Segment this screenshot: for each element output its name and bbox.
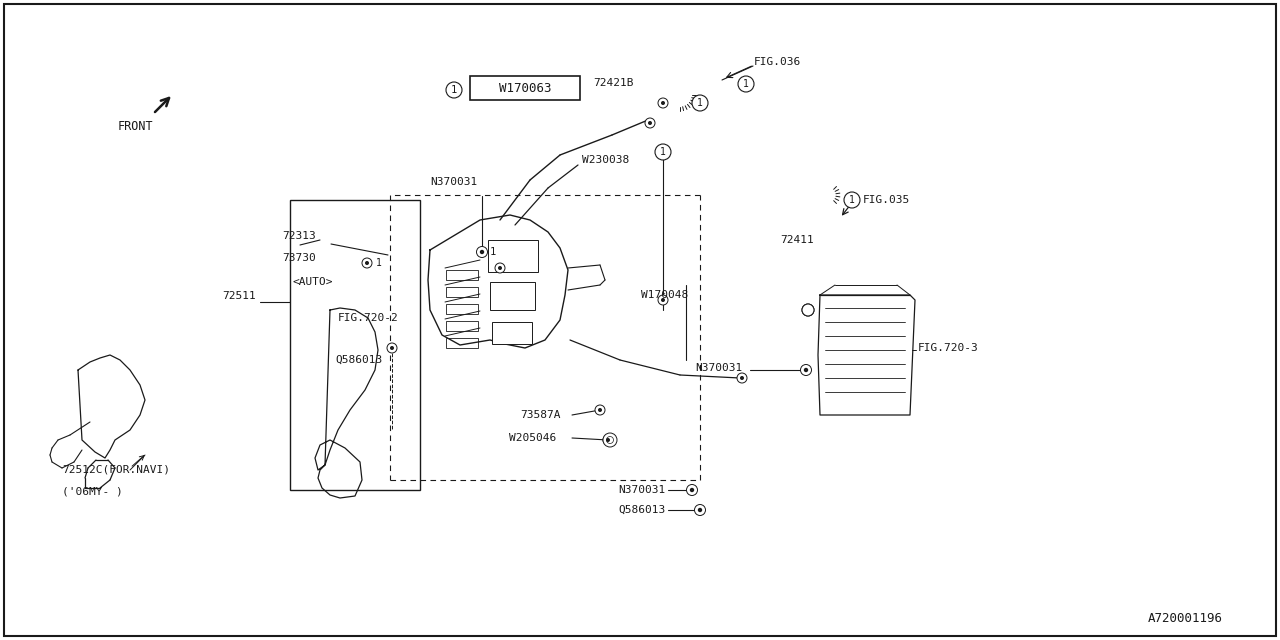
Circle shape bbox=[686, 484, 698, 495]
Circle shape bbox=[658, 98, 668, 108]
Circle shape bbox=[598, 408, 602, 412]
Circle shape bbox=[365, 261, 369, 265]
Circle shape bbox=[387, 343, 397, 353]
Bar bbox=[291, 200, 420, 490]
Circle shape bbox=[800, 365, 812, 376]
Bar bbox=[445, 270, 477, 280]
Text: 72511: 72511 bbox=[221, 291, 256, 301]
Text: <AUTO>: <AUTO> bbox=[292, 277, 333, 287]
Text: N370031: N370031 bbox=[618, 485, 666, 495]
Text: 72411: 72411 bbox=[780, 235, 814, 245]
Circle shape bbox=[740, 376, 744, 380]
Circle shape bbox=[603, 435, 613, 445]
Circle shape bbox=[648, 121, 652, 125]
Bar bbox=[492, 322, 532, 344]
Text: FIG.036: FIG.036 bbox=[754, 57, 801, 67]
Circle shape bbox=[390, 346, 394, 350]
Text: W230038: W230038 bbox=[582, 155, 630, 165]
Text: 1: 1 bbox=[490, 247, 497, 257]
Circle shape bbox=[690, 488, 694, 492]
Circle shape bbox=[698, 508, 703, 512]
Circle shape bbox=[692, 95, 708, 111]
Circle shape bbox=[655, 144, 671, 160]
Circle shape bbox=[805, 308, 810, 312]
Bar bbox=[445, 338, 477, 348]
Circle shape bbox=[495, 263, 506, 273]
Bar bbox=[445, 321, 477, 331]
Text: 1: 1 bbox=[698, 98, 703, 108]
Circle shape bbox=[660, 298, 666, 302]
Circle shape bbox=[660, 101, 666, 105]
Text: W170048: W170048 bbox=[641, 290, 689, 300]
Text: ('06MY- ): ('06MY- ) bbox=[61, 487, 123, 497]
Text: 73730: 73730 bbox=[282, 253, 316, 263]
Text: 72313: 72313 bbox=[282, 231, 316, 241]
Circle shape bbox=[595, 405, 605, 415]
Bar bbox=[488, 240, 538, 272]
Circle shape bbox=[804, 368, 808, 372]
Text: 72512C(FOR.NAVI): 72512C(FOR.NAVI) bbox=[61, 465, 170, 475]
Circle shape bbox=[445, 82, 462, 98]
Text: 73587A: 73587A bbox=[520, 410, 561, 420]
Circle shape bbox=[498, 266, 502, 270]
Text: 1: 1 bbox=[376, 258, 381, 268]
Text: Q586013: Q586013 bbox=[335, 355, 383, 365]
Bar bbox=[445, 287, 477, 297]
Text: 72421B: 72421B bbox=[593, 78, 634, 88]
Bar bbox=[445, 304, 477, 314]
Text: FRONT: FRONT bbox=[118, 120, 154, 132]
Text: N370031: N370031 bbox=[430, 177, 477, 187]
Text: FIG.720-3: FIG.720-3 bbox=[918, 343, 979, 353]
Circle shape bbox=[803, 304, 814, 316]
Circle shape bbox=[737, 373, 748, 383]
Circle shape bbox=[362, 258, 372, 268]
Text: 1: 1 bbox=[451, 85, 457, 95]
Circle shape bbox=[605, 438, 611, 442]
Text: A720001196: A720001196 bbox=[1148, 611, 1222, 625]
Circle shape bbox=[695, 504, 705, 515]
Text: W170063: W170063 bbox=[499, 81, 552, 95]
Text: 1: 1 bbox=[849, 195, 855, 205]
Circle shape bbox=[739, 76, 754, 92]
Text: 1: 1 bbox=[660, 147, 666, 157]
Circle shape bbox=[603, 433, 617, 447]
Bar bbox=[470, 76, 580, 100]
Text: W205046: W205046 bbox=[509, 433, 557, 443]
Circle shape bbox=[480, 250, 484, 254]
Circle shape bbox=[645, 118, 655, 128]
Text: N370031: N370031 bbox=[695, 363, 742, 373]
Circle shape bbox=[803, 304, 814, 316]
Circle shape bbox=[476, 246, 488, 257]
Text: FIG.035: FIG.035 bbox=[863, 195, 910, 205]
Text: 1: 1 bbox=[744, 79, 749, 89]
Circle shape bbox=[658, 295, 668, 305]
Text: FIG.720-2: FIG.720-2 bbox=[338, 313, 399, 323]
Bar bbox=[490, 282, 535, 310]
Circle shape bbox=[844, 192, 860, 208]
Text: Q586013: Q586013 bbox=[618, 505, 666, 515]
